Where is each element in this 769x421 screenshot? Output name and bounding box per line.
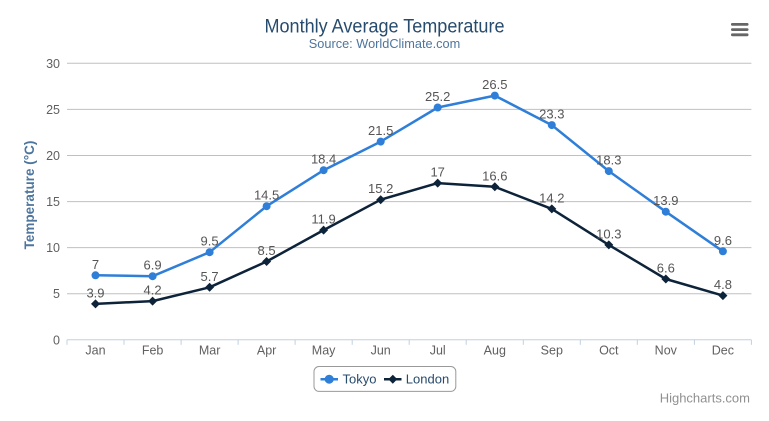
svg-text:18.4: 18.4 (311, 152, 336, 167)
svg-text:5: 5 (53, 287, 60, 301)
svg-text:18.3: 18.3 (596, 153, 621, 168)
svg-text:Nov: Nov (655, 344, 678, 358)
svg-text:11.9: 11.9 (311, 212, 335, 227)
svg-text:10.3: 10.3 (596, 226, 621, 241)
svg-text:16.6: 16.6 (482, 168, 507, 183)
svg-text:10: 10 (46, 241, 60, 255)
svg-text:Mar: Mar (199, 344, 221, 358)
svg-text:30: 30 (46, 57, 60, 71)
svg-text:8.5: 8.5 (258, 243, 276, 258)
svg-text:0: 0 (53, 333, 60, 347)
svg-text:25.2: 25.2 (425, 89, 450, 104)
svg-text:21.5: 21.5 (368, 123, 393, 138)
svg-text:23.3: 23.3 (539, 107, 564, 122)
svg-text:3.9: 3.9 (86, 285, 104, 300)
svg-text:4.2: 4.2 (144, 283, 162, 298)
svg-text:15: 15 (46, 195, 60, 209)
svg-text:Oct: Oct (599, 344, 619, 358)
svg-text:Highcharts.com: Highcharts.com (660, 390, 750, 405)
svg-text:17: 17 (430, 165, 444, 180)
svg-text:Feb: Feb (142, 344, 164, 358)
svg-text:9.5: 9.5 (201, 234, 219, 249)
svg-text:20: 20 (46, 149, 60, 163)
svg-text:13.9: 13.9 (653, 193, 678, 208)
svg-text:4.8: 4.8 (714, 277, 732, 292)
svg-text:Jan: Jan (85, 344, 105, 358)
svg-text:Aug: Aug (484, 344, 506, 358)
svg-text:Apr: Apr (257, 344, 276, 358)
svg-text:9.6: 9.6 (714, 233, 732, 248)
svg-text:14.2: 14.2 (539, 190, 564, 205)
svg-text:Jul: Jul (430, 344, 446, 358)
svg-text:25: 25 (46, 103, 60, 117)
svg-text:6.6: 6.6 (657, 261, 675, 276)
svg-text:Jun: Jun (371, 344, 391, 358)
svg-text:15.2: 15.2 (368, 181, 393, 196)
svg-text:Dec: Dec (712, 344, 734, 358)
svg-text:Temperature (°C): Temperature (°C) (22, 141, 37, 250)
svg-text:Tokyo: Tokyo (343, 372, 377, 387)
svg-text:5.7: 5.7 (201, 269, 219, 284)
svg-text:14.5: 14.5 (254, 188, 279, 203)
svg-text:Monthly Average Temperature: Monthly Average Temperature (265, 17, 505, 38)
svg-text:26.5: 26.5 (482, 77, 507, 92)
svg-text:6.9: 6.9 (144, 258, 162, 273)
svg-text:Source: WorldClimate.com: Source: WorldClimate.com (309, 36, 461, 51)
svg-text:London: London (406, 372, 449, 387)
svg-text:May: May (312, 344, 336, 358)
svg-text:7: 7 (92, 257, 99, 272)
svg-text:Sep: Sep (541, 344, 563, 358)
